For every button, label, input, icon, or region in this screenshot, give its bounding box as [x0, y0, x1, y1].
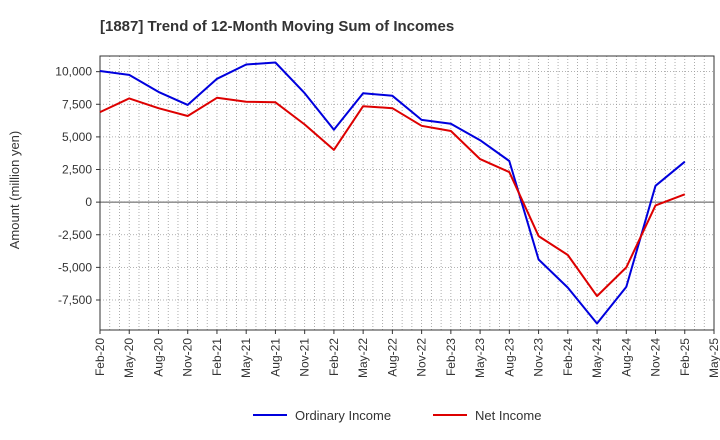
x-tick-label: Feb-25 — [678, 338, 692, 376]
x-tick-label: Nov-24 — [649, 338, 663, 377]
y-tick-label: -2,500 — [58, 228, 92, 242]
series-line-net-income — [99, 96, 686, 298]
x-tick-label: May-22 — [356, 338, 370, 378]
legend: Ordinary Income Net Income — [253, 408, 541, 423]
x-tick-label: May-23 — [473, 338, 487, 378]
x-tick-label: Nov-20 — [181, 338, 195, 377]
x-tick-label: May-20 — [122, 338, 136, 378]
x-tick-label: Feb-23 — [444, 338, 458, 376]
series-group — [99, 61, 686, 325]
x-tick-label: Nov-22 — [415, 338, 429, 377]
legend-label: Net Income — [475, 408, 541, 423]
y-tick-label: -7,500 — [58, 293, 92, 307]
x-tick-label: Aug-24 — [619, 338, 633, 377]
x-tick-label: May-25 — [707, 338, 720, 378]
x-tick-label: May-24 — [590, 338, 604, 378]
plot-frame — [99, 55, 715, 331]
y-tick-label: 2,500 — [62, 163, 92, 177]
x-tick-label: Aug-21 — [268, 338, 282, 377]
x-tick-label: Feb-22 — [327, 338, 341, 376]
y-axis-ticks: 10,000 7,500 5,000 2,500 0 -2,500 -5,000 -7,500 — [55, 65, 100, 307]
y-axis-label: Amount (million yen) — [7, 131, 22, 250]
chart-title: [1887] Trend of 12-Month Moving Sum of I… — [100, 18, 454, 35]
grid — [99, 56, 715, 330]
x-tick-label: May-21 — [239, 338, 253, 378]
y-tick-label: -5,000 — [58, 260, 92, 274]
y-tick-label: 5,000 — [62, 130, 92, 144]
series-line-ordinary-income — [99, 61, 686, 325]
x-tick-label: Aug-23 — [502, 338, 516, 377]
x-tick-label: Feb-24 — [561, 338, 575, 376]
y-tick-label: 7,500 — [62, 97, 92, 111]
y-tick-label: 0 — [85, 195, 92, 209]
x-axis-ticks: Feb-20 May-20 Aug-20 Nov-20 Feb-21 May-21 Aug-… — [93, 330, 720, 378]
y-tick-label: 10,000 — [55, 65, 92, 79]
x-tick-label: Feb-21 — [210, 338, 224, 376]
x-tick-label: Feb-20 — [93, 338, 107, 376]
x-tick-label: Aug-22 — [385, 338, 399, 377]
x-tick-label: Aug-20 — [151, 338, 165, 377]
x-tick-label: Nov-23 — [532, 338, 546, 377]
legend-label: Ordinary Income — [295, 408, 391, 423]
x-tick-label: Nov-21 — [298, 338, 312, 377]
